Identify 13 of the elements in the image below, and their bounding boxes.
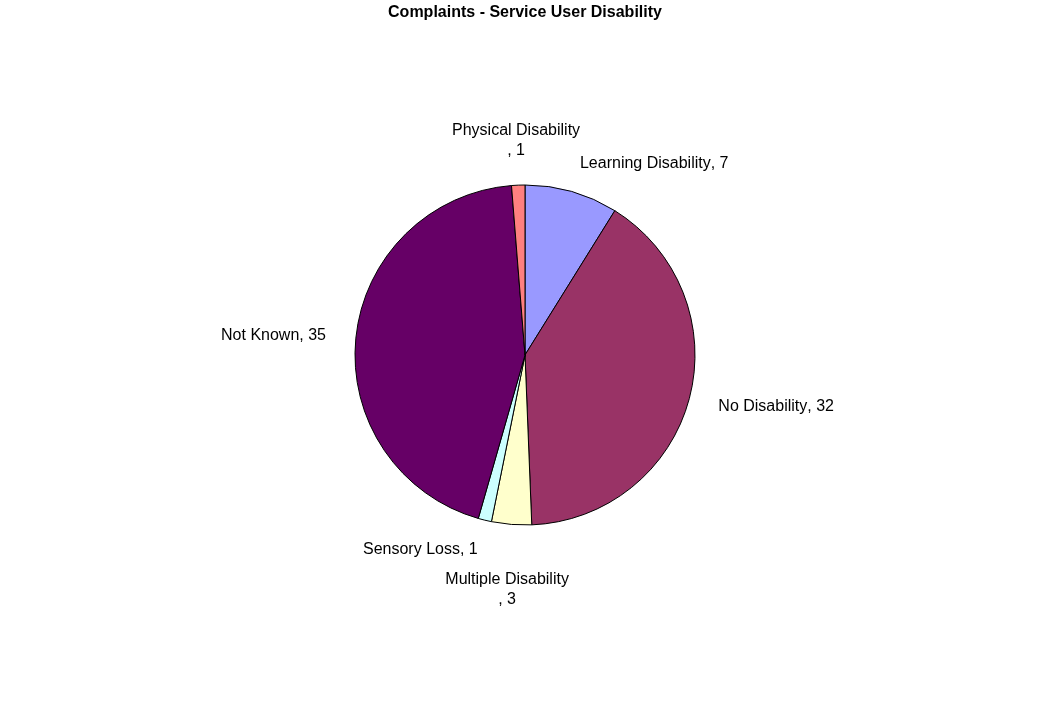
slice-label: No Disability bbox=[718, 397, 808, 415]
chart-title: Complaints - Service User Disability bbox=[388, 3, 663, 20]
slice-label: Multiple Disability bbox=[445, 570, 569, 588]
data-label: , 3 bbox=[498, 590, 517, 608]
data-label: , 1 bbox=[507, 141, 526, 159]
slice-label: Learning Disability bbox=[579, 153, 711, 171]
slice-label: Sensory Loss bbox=[363, 540, 460, 558]
slice-label: Not Known bbox=[221, 326, 300, 344]
data-label: , 32 bbox=[807, 397, 835, 415]
data-label: , 7 bbox=[710, 153, 729, 171]
data-label: , 35 bbox=[299, 326, 327, 344]
slice-label: Physical Disability bbox=[452, 121, 581, 139]
data-label: , 1 bbox=[459, 540, 478, 558]
